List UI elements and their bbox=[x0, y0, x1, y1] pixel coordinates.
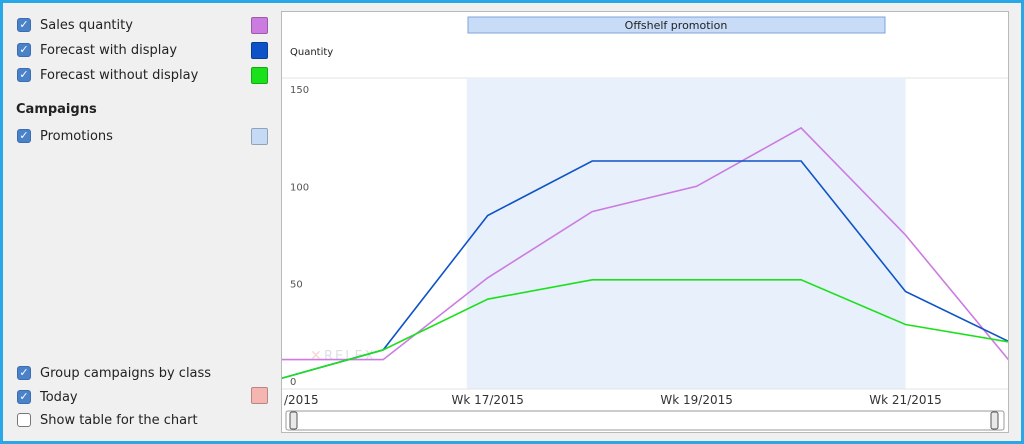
series-line-sales-quantity[interactable] bbox=[278, 126, 1011, 363]
x-tick-label: /2015 bbox=[284, 393, 319, 407]
campaign-label: Offshelf promotion bbox=[625, 19, 728, 32]
option-label: Group campaigns by class bbox=[40, 365, 212, 381]
color-swatch-forecast-without-display[interactable] bbox=[251, 67, 268, 84]
checkbox-icon[interactable]: ✓ bbox=[17, 18, 31, 32]
checkbox-icon[interactable]: ✓ bbox=[17, 413, 31, 427]
x-tick-label: Wk 19/2015 bbox=[660, 393, 732, 407]
legend-row-promotions[interactable]: ✓ Promotions bbox=[17, 126, 113, 146]
checkbox-icon[interactable]: ✓ bbox=[17, 366, 31, 380]
y-tick-label: 150 bbox=[290, 85, 309, 96]
campaigns-heading: Campaigns bbox=[16, 102, 97, 117]
scrollbar-right-handle[interactable] bbox=[990, 411, 999, 430]
option-label: Show table for the chart bbox=[40, 412, 198, 428]
option-show-table[interactable]: ✓ Show table for the chart bbox=[17, 410, 198, 430]
legend-row-forecast-without-display[interactable]: ✓ Forecast without display bbox=[17, 65, 198, 85]
color-swatch-promotions[interactable] bbox=[251, 128, 268, 145]
y-tick-label: 0 bbox=[290, 377, 296, 388]
legend-row-forecast-with-display[interactable]: ✓ Forecast with display bbox=[17, 40, 177, 60]
legend-label: Forecast with display bbox=[40, 42, 178, 58]
campaign-bar[interactable] bbox=[467, 16, 886, 34]
option-today[interactable]: ✓ Today bbox=[17, 387, 78, 407]
line-chart[interactable]: Offshelf promotion Quantity ✕ RELEX 0 50 1… bbox=[278, 12, 1011, 432]
checkbox-icon[interactable]: ✓ bbox=[17, 43, 31, 57]
checkbox-icon[interactable]: ✓ bbox=[17, 390, 31, 404]
watermark-text: RELEX bbox=[324, 349, 376, 364]
y-axis-label: Quantity bbox=[290, 47, 333, 58]
campaign-shading bbox=[466, 78, 906, 389]
y-axis: 0 50 100 150 bbox=[290, 85, 309, 388]
option-group-campaigns[interactable]: ✓ Group campaigns by class bbox=[17, 363, 211, 383]
color-swatch-sales-quantity[interactable] bbox=[251, 17, 268, 34]
series-group bbox=[278, 126, 1011, 380]
watermark-icon: ✕ bbox=[310, 348, 322, 364]
timeline-scrollbar[interactable] bbox=[285, 410, 1005, 431]
series-line-forecast-without-display[interactable] bbox=[278, 278, 1011, 380]
color-swatch-today[interactable] bbox=[251, 387, 268, 404]
x-axis: /2015 Wk 17/2015 Wk 19/2015 Wk 21/2015 bbox=[284, 393, 942, 407]
y-tick-label: 100 bbox=[290, 182, 309, 193]
legend-panel: ✓ Sales quantity ✓ Forecast with display… bbox=[3, 3, 278, 441]
y-tick-label: 50 bbox=[290, 280, 303, 291]
x-tick-label: Wk 21/2015 bbox=[869, 393, 941, 407]
legend-label: Forecast without display bbox=[40, 67, 199, 83]
legend-row-sales-quantity[interactable]: ✓ Sales quantity bbox=[17, 15, 133, 35]
series-line-forecast-with-display[interactable] bbox=[278, 160, 1011, 380]
legend-label: Promotions bbox=[40, 128, 113, 144]
chart-panel: Offshelf promotion Quantity ✕ RELEX 0 50 1… bbox=[278, 11, 1011, 433]
legend-label: Sales quantity bbox=[40, 17, 133, 33]
option-label: Today bbox=[40, 389, 78, 405]
x-tick-label: Wk 17/2015 bbox=[451, 393, 523, 407]
scrollbar-left-handle[interactable] bbox=[289, 411, 298, 430]
checkbox-icon[interactable]: ✓ bbox=[17, 129, 31, 143]
color-swatch-forecast-with-display[interactable] bbox=[251, 42, 268, 59]
checkbox-icon[interactable]: ✓ bbox=[17, 68, 31, 82]
